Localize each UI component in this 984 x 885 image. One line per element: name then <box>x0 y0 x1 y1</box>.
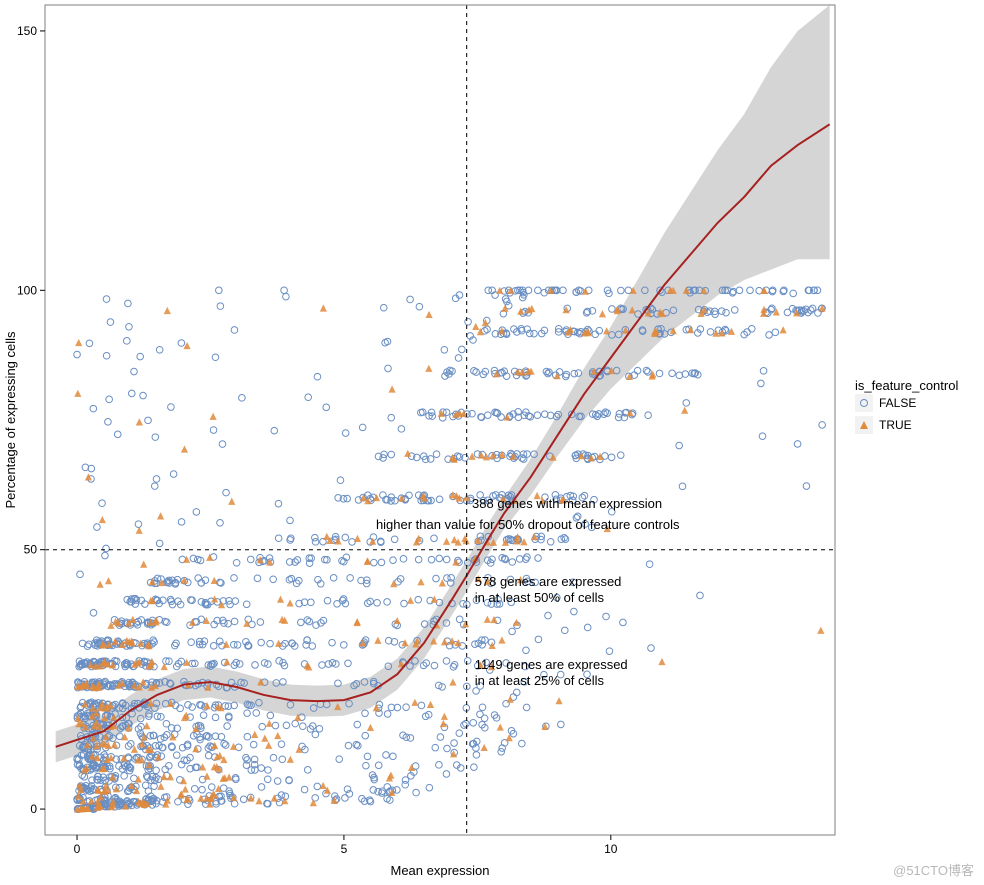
y-tick-label: 0 <box>30 802 37 816</box>
annotation-a4: 1149 genes are expressed <box>475 657 628 672</box>
watermark-text: @51CTO博客 <box>893 860 974 879</box>
legend-key-bg <box>855 394 873 412</box>
y-tick-label: 100 <box>17 283 37 297</box>
annotation-a3: in at least 50% of cells <box>475 590 605 605</box>
x-tick-label: 5 <box>341 842 348 856</box>
legend-label: TRUE <box>879 418 912 432</box>
legend-label: FALSE <box>879 396 916 410</box>
scatter-chart: 388 genes with mean expression higher tha… <box>0 0 984 885</box>
y-axis-title: Percentage of expressing cells <box>3 331 18 509</box>
x-tick-label: 10 <box>604 842 618 856</box>
annotation-a1: 388 genes with mean expression <box>472 496 662 511</box>
x-tick-label: 0 <box>74 842 81 856</box>
annotation-a4: in at least 25% of cells <box>475 673 605 688</box>
legend-title: is_feature_control <box>855 378 958 393</box>
x-axis-title: Mean expression <box>391 863 490 878</box>
y-tick-label: 150 <box>17 24 37 38</box>
annotation-a3: 578 genes are expressed <box>475 574 622 589</box>
y-tick-label: 50 <box>24 543 38 557</box>
annotation-a2: higher than value for 50% dropout of fea… <box>376 517 680 532</box>
legend: is_feature_control FALSE TRUE <box>855 378 958 434</box>
